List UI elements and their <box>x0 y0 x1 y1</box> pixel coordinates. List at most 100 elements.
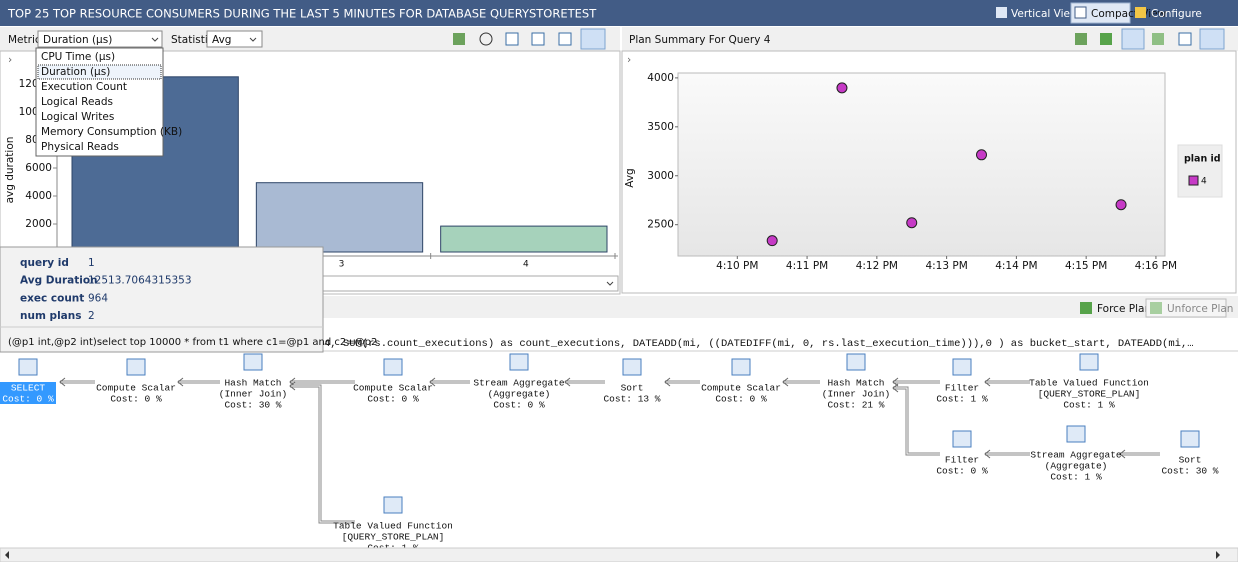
plan-node-text: Filter <box>945 383 979 394</box>
y-tick-label: 4000 <box>647 72 674 84</box>
plan-icon[interactable] <box>383 496 403 514</box>
y-tick-label: 3000 <box>647 170 674 182</box>
expander[interactable]: › <box>8 54 12 66</box>
plan-node-text: Cost: 30 % <box>224 400 281 411</box>
menu-item[interactable]: CPU Time (µs) <box>41 51 115 63</box>
scroll-arrow[interactable] <box>5 551 9 559</box>
icon[interactable] <box>1152 33 1164 45</box>
tooltip-query: (@p1 int,@p2 int)select top 10000 * from… <box>8 337 377 348</box>
menu-item[interactable]: Duration (µs) <box>41 66 110 78</box>
statistic-dropdown[interactable] <box>206 30 263 48</box>
icon[interactable] <box>558 32 572 46</box>
metric-label: Metric <box>8 34 41 46</box>
icon[interactable] <box>1121 28 1145 50</box>
force-plan-button[interactable]: Force Plan <box>1097 303 1151 315</box>
plan-icon[interactable] <box>1180 430 1200 448</box>
point[interactable] <box>906 217 918 229</box>
plan-icon[interactable] <box>846 353 866 371</box>
x-tick-label: 4:12 PM <box>856 260 898 272</box>
plan-node-text: Stream Aggregate <box>1030 450 1122 461</box>
y-tick-label: 3500 <box>647 121 674 133</box>
icon[interactable] <box>1075 33 1087 45</box>
point[interactable] <box>836 82 848 94</box>
plan-icon[interactable] <box>952 358 972 376</box>
plan-summary-title: Plan Summary For Query 4 <box>629 34 771 46</box>
window-title: TOP 25 TOP RESOURCE CONSUMERS DURING THE… <box>7 7 597 21</box>
menu-item[interactable]: Logical Writes <box>41 111 114 123</box>
arrowhead <box>892 377 899 387</box>
y-axis-label: Avg <box>624 168 636 187</box>
plan-node-text: Cost: 0 % <box>715 394 767 405</box>
metric-dropdown[interactable] <box>37 30 163 48</box>
bar[interactable] <box>440 225 608 253</box>
y-tick-label: 2500 <box>647 219 674 231</box>
arrowhead <box>984 377 991 387</box>
icon[interactable] <box>1199 28 1225 50</box>
plan-icon[interactable] <box>243 353 263 371</box>
arrowhead <box>289 381 296 391</box>
icon[interactable] <box>505 32 519 46</box>
plan-icon[interactable] <box>126 358 146 376</box>
y-tick-label: 2000 <box>25 218 52 230</box>
menu-item[interactable]: Memory Consumption (KB) <box>41 126 182 138</box>
icon[interactable] <box>531 32 545 46</box>
title-bar <box>0 0 1238 26</box>
scatter-chart: Avg 2500 3000 3500 4000 4:10 PM 4:11 PM 4:12 PM… <box>624 72 1223 272</box>
plan-pane <box>0 318 1238 548</box>
icon[interactable] <box>1178 32 1192 46</box>
metric-value: Duration (µs) <box>43 34 112 46</box>
plan-node-text: Cost: 0 % <box>367 394 419 405</box>
bar[interactable] <box>255 182 424 253</box>
tooltip-box <box>0 246 324 353</box>
tooltip-value: 2 <box>88 310 95 322</box>
plan-icon[interactable] <box>383 358 403 376</box>
plan-node-text: [QUERY_STORE_PLAN] <box>1038 389 1141 400</box>
arrowhead <box>984 449 991 459</box>
plan-node-text: Table Valued Function <box>1029 378 1149 389</box>
unforce-plan-button[interactable]: Unforce Plan <box>1167 303 1233 315</box>
chevron <box>606 281 614 286</box>
point[interactable] <box>1115 199 1127 211</box>
x-tick-label: 4 <box>523 260 529 270</box>
point[interactable] <box>976 149 988 161</box>
plan-icon[interactable] <box>1079 353 1099 371</box>
plan-icon[interactable] <box>509 353 529 371</box>
legend-title: plan id <box>1184 154 1221 165</box>
icon[interactable] <box>1100 33 1112 45</box>
plan-icon[interactable] <box>952 430 972 448</box>
x-tick-label: 4:15 PM <box>1065 260 1107 272</box>
plan-node-text: Hash Match <box>224 378 281 389</box>
toolbar-icons <box>1075 28 1225 50</box>
icon[interactable] <box>580 28 606 50</box>
icon[interactable] <box>453 33 465 45</box>
expander[interactable]: › <box>627 54 631 66</box>
icon[interactable] <box>479 32 493 46</box>
plan-icon[interactable] <box>1066 425 1086 443</box>
icon <box>996 7 1007 18</box>
arrowhead <box>664 377 671 387</box>
metric-menu: CPU Time (µs) Duration (µs) Execution Coun… <box>35 47 182 157</box>
icon <box>1150 302 1162 314</box>
view-button[interactable]: Vertical View <box>1011 8 1079 20</box>
menu-item[interactable]: Logical Reads <box>41 96 113 108</box>
view-button[interactable]: Configure <box>1151 8 1202 20</box>
scrollbar[interactable] <box>0 547 1238 563</box>
arrowhead <box>429 377 436 387</box>
plan-icon[interactable] <box>622 358 642 376</box>
tooltip-value: 12513.7064315353 <box>88 275 192 287</box>
menu-item[interactable]: Execution Count <box>41 81 127 93</box>
menu-item[interactable]: Physical Reads <box>41 141 119 153</box>
plan-node-text: Sort <box>1179 455 1202 466</box>
plan-node-text: Cost: 0 % <box>936 466 988 477</box>
icon <box>1074 6 1087 19</box>
point[interactable] <box>766 235 778 247</box>
plan-icon[interactable] <box>18 358 38 376</box>
view-button[interactable]: Compact View <box>1091 8 1167 20</box>
x-tick-label: 4:10 PM <box>716 260 758 272</box>
arrowhead <box>892 383 899 393</box>
scroll-arrow[interactable] <box>1216 551 1220 559</box>
plan-node-text: Cost: 30 % <box>1161 466 1218 477</box>
plan-node-text: Compute Scalar <box>96 383 176 394</box>
x-dropdown[interactable] <box>322 275 619 292</box>
plan-icon[interactable] <box>731 358 751 376</box>
